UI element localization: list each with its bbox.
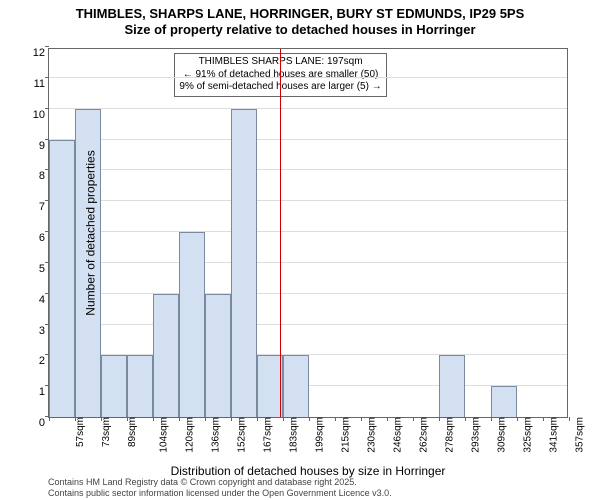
y-tick-label: 9 xyxy=(39,140,45,152)
reference-line xyxy=(280,49,281,417)
x-tick-mark xyxy=(413,417,414,421)
gridline xyxy=(49,324,567,325)
y-axis-label: Number of detached properties xyxy=(84,150,98,315)
x-tick-label: 183sqm xyxy=(289,417,300,453)
histogram-bar xyxy=(101,355,127,417)
x-tick-mark xyxy=(491,417,492,421)
x-tick-mark xyxy=(205,417,206,421)
x-tick-mark xyxy=(335,417,336,421)
x-tick-label: 230sqm xyxy=(367,417,378,453)
x-tick-mark xyxy=(439,417,440,421)
x-tick-mark xyxy=(49,417,50,421)
y-tick-label: 5 xyxy=(39,263,45,275)
histogram-bar xyxy=(491,386,517,417)
x-tick-label: 246sqm xyxy=(393,417,404,453)
x-tick-label: 104sqm xyxy=(159,417,170,453)
x-tick-mark xyxy=(153,417,154,421)
gridline xyxy=(49,262,567,263)
x-tick-mark xyxy=(283,417,284,421)
x-tick-mark xyxy=(361,417,362,421)
y-tick-label: 6 xyxy=(39,232,45,244)
x-tick-label: 262sqm xyxy=(419,417,430,453)
histogram-bar xyxy=(127,355,153,417)
histogram-bar xyxy=(283,355,309,417)
gridline xyxy=(49,77,567,78)
histogram-bar xyxy=(257,355,283,417)
y-tick-label: 3 xyxy=(39,325,45,337)
histogram-bar xyxy=(205,294,231,417)
x-tick-mark xyxy=(569,417,570,421)
x-tick-mark xyxy=(309,417,310,421)
gridline xyxy=(49,293,567,294)
y-tick-label: 8 xyxy=(39,170,45,182)
footer-line-1: Contains HM Land Registry data © Crown c… xyxy=(48,477,392,487)
y-tick-label: 2 xyxy=(39,355,45,367)
y-tick-label: 10 xyxy=(33,109,45,121)
gridline xyxy=(49,200,567,201)
histogram-bar xyxy=(49,140,75,418)
x-tick-mark xyxy=(75,417,76,421)
x-tick-mark xyxy=(517,417,518,421)
x-tick-label: 215sqm xyxy=(341,417,352,453)
x-tick-label: 167sqm xyxy=(263,417,274,453)
histogram-bar xyxy=(179,232,205,417)
x-axis-label: Distribution of detached houses by size … xyxy=(171,464,446,478)
footer-line-2: Contains public sector information licen… xyxy=(48,488,392,498)
x-tick-label: 136sqm xyxy=(211,417,222,453)
x-tick-mark xyxy=(231,417,232,421)
gridline xyxy=(49,231,567,232)
y-tick-label: 7 xyxy=(39,201,45,213)
x-tick-mark xyxy=(387,417,388,421)
title-line-1: THIMBLES, SHARPS LANE, HORRINGER, BURY S… xyxy=(0,6,600,22)
plot-area: THIMBLES SHARPS LANE: 197sqm ← 91% of de… xyxy=(48,48,568,418)
x-tick-label: 278sqm xyxy=(445,417,456,453)
y-tick-mark xyxy=(45,46,49,47)
x-tick-label: 293sqm xyxy=(471,417,482,453)
x-tick-label: 152sqm xyxy=(237,417,248,453)
x-tick-label: 199sqm xyxy=(315,417,326,453)
histogram-bar xyxy=(439,355,465,417)
x-tick-label: 341sqm xyxy=(549,417,560,453)
x-tick-label: 309sqm xyxy=(497,417,508,453)
y-tick-label: 4 xyxy=(39,294,45,306)
x-tick-label: 120sqm xyxy=(185,417,196,453)
x-tick-mark xyxy=(127,417,128,421)
x-tick-label: 57sqm xyxy=(75,417,86,447)
x-tick-mark xyxy=(101,417,102,421)
x-tick-mark xyxy=(257,417,258,421)
x-tick-label: 357sqm xyxy=(575,417,586,453)
gridline xyxy=(49,108,567,109)
title-line-2: Size of property relative to detached ho… xyxy=(0,22,600,38)
y-tick-label: 1 xyxy=(39,386,45,398)
chart-title-block: THIMBLES, SHARPS LANE, HORRINGER, BURY S… xyxy=(0,0,600,39)
histogram-bar xyxy=(153,294,179,417)
y-tick-label: 0 xyxy=(39,417,45,429)
chart: THIMBLES SHARPS LANE: 197sqm ← 91% of de… xyxy=(48,48,568,418)
y-tick-label: 12 xyxy=(33,47,45,59)
x-tick-label: 73sqm xyxy=(101,417,112,447)
x-tick-label: 89sqm xyxy=(127,417,138,447)
y-tick-label: 11 xyxy=(34,78,45,90)
x-tick-mark xyxy=(179,417,180,421)
histogram-bar xyxy=(231,109,257,417)
gridline xyxy=(49,139,567,140)
x-tick-mark xyxy=(465,417,466,421)
x-tick-mark xyxy=(543,417,544,421)
gridline xyxy=(49,169,567,170)
x-tick-label: 325sqm xyxy=(523,417,534,453)
footer-attribution: Contains HM Land Registry data © Crown c… xyxy=(48,477,392,498)
